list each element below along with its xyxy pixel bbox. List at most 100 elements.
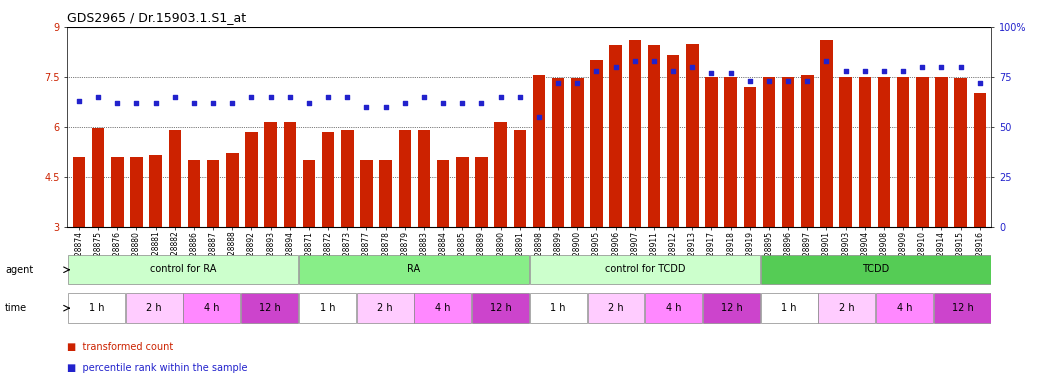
Text: 4 h: 4 h (666, 303, 682, 313)
Point (435, 100, 452, 106)
Text: time: time (5, 303, 27, 313)
Text: 1 h: 1 h (782, 303, 797, 313)
Bar (126, 293, 183, 323)
Bar (299, 293, 356, 323)
Text: agent: agent (5, 265, 33, 275)
Bar (725, 77, 737, 227)
Text: RA: RA (407, 264, 420, 274)
Bar (472, 293, 529, 323)
Text: 4 h: 4 h (435, 303, 450, 313)
Bar (858, 77, 871, 227)
Bar (552, 78, 565, 227)
Point (589, 68, 605, 74)
Point (263, 94, 279, 100)
Point (186, 100, 202, 106)
Point (664, 68, 681, 74)
Point (761, 78, 777, 84)
Point (799, 78, 816, 84)
Text: TCDD: TCDD (863, 264, 890, 274)
Point (972, 80, 988, 86)
Text: 4 h: 4 h (897, 303, 912, 313)
Bar (818, 293, 875, 323)
Point (895, 68, 911, 74)
Bar (67, 293, 125, 323)
Text: 4 h: 4 h (204, 303, 220, 313)
Text: control for RA: control for RA (149, 264, 216, 274)
Bar (226, 153, 239, 227)
Bar (417, 130, 430, 227)
Bar (245, 132, 257, 227)
Point (550, 80, 567, 86)
Point (204, 100, 221, 106)
Bar (414, 293, 471, 323)
Bar (897, 77, 909, 227)
Bar (648, 45, 660, 227)
Point (378, 104, 394, 110)
Bar (529, 293, 586, 323)
Text: ■  percentile rank within the sample: ■ percentile rank within the sample (67, 363, 248, 373)
Point (492, 94, 509, 100)
Bar (437, 160, 449, 227)
Point (415, 94, 432, 100)
Bar (761, 293, 818, 323)
Text: 2 h: 2 h (146, 303, 162, 313)
Point (358, 104, 375, 110)
Text: 12 h: 12 h (952, 303, 974, 313)
Bar (299, 255, 529, 285)
Bar (591, 60, 603, 227)
Bar (763, 77, 775, 227)
Bar (92, 128, 105, 227)
Point (166, 94, 183, 100)
Bar (917, 77, 929, 227)
Point (281, 94, 298, 100)
Bar (646, 293, 703, 323)
Bar (149, 155, 162, 227)
Bar (514, 130, 526, 227)
Point (512, 94, 528, 100)
Point (71, 98, 87, 104)
Bar (111, 157, 124, 227)
Bar (571, 78, 583, 227)
Bar (283, 122, 296, 227)
Bar (456, 157, 468, 227)
Point (914, 64, 931, 70)
Bar (878, 77, 891, 227)
Bar (705, 77, 717, 227)
Point (147, 100, 164, 106)
Bar (532, 75, 545, 227)
Text: GDS2965 / Dr.15903.1.S1_at: GDS2965 / Dr.15903.1.S1_at (67, 12, 247, 25)
Bar (380, 160, 392, 227)
Bar (207, 160, 219, 227)
Point (876, 68, 893, 74)
Bar (475, 157, 488, 227)
Bar (494, 122, 507, 227)
Bar (840, 77, 852, 227)
Point (128, 100, 144, 106)
Point (607, 64, 624, 70)
Bar (974, 93, 986, 227)
Bar (130, 157, 142, 227)
Bar (703, 293, 760, 323)
Bar (529, 255, 760, 285)
Point (646, 58, 662, 64)
Bar (761, 255, 991, 285)
Point (684, 64, 701, 70)
Bar (934, 293, 991, 323)
Bar (356, 293, 413, 323)
Point (952, 64, 968, 70)
Bar (188, 160, 200, 227)
Bar (820, 40, 832, 227)
Point (703, 70, 719, 76)
Bar (67, 255, 298, 285)
Bar (935, 77, 948, 227)
Bar (686, 43, 699, 227)
Point (243, 94, 260, 100)
Text: 12 h: 12 h (258, 303, 280, 313)
Text: 2 h: 2 h (377, 303, 392, 313)
Bar (360, 160, 373, 227)
Bar (588, 293, 645, 323)
Bar (342, 130, 354, 227)
Bar (782, 77, 794, 227)
Point (224, 100, 241, 106)
Text: 2 h: 2 h (839, 303, 854, 313)
